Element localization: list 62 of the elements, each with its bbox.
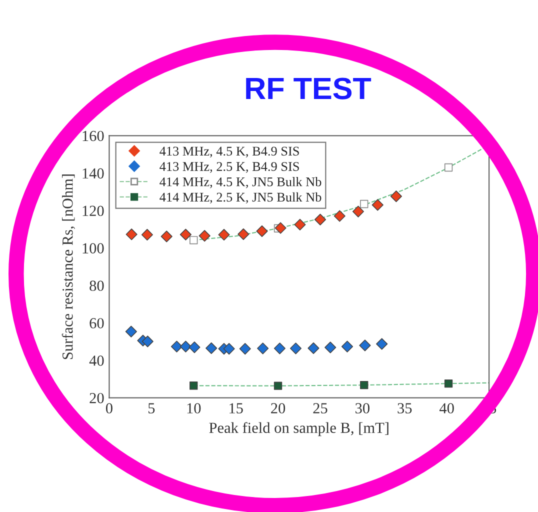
point <box>125 326 137 338</box>
point <box>341 340 354 352</box>
point <box>256 225 268 237</box>
point <box>170 340 183 352</box>
y-tick-label: 100 <box>82 243 104 254</box>
x-tick-label: 25 <box>313 403 328 414</box>
x-tick-label: 0 <box>106 403 112 414</box>
legend-label: 414 MHz, 2.5 K, JN5 Bulk Nb <box>160 192 322 204</box>
point <box>294 218 306 230</box>
point <box>238 228 250 240</box>
point <box>160 230 172 242</box>
point <box>376 338 388 350</box>
point <box>198 230 210 242</box>
point <box>218 228 230 241</box>
point <box>190 236 198 244</box>
y-tick-label: 140 <box>82 168 104 179</box>
point <box>308 342 320 354</box>
point <box>372 199 384 211</box>
y-tick-label: 20 <box>90 392 104 404</box>
point <box>274 382 282 390</box>
legend-label: 413 MHz, 2.5 K, B4.9 SIS <box>160 162 299 173</box>
y-tick-label: 120 <box>82 206 104 216</box>
point <box>360 380 368 390</box>
point <box>324 342 336 354</box>
point <box>352 206 364 218</box>
x-tick-label: 20 <box>271 403 286 414</box>
point <box>359 340 371 352</box>
legend-label: 413 MHz, 4.5 K, B4.9 SIS <box>160 146 299 158</box>
point <box>274 222 286 234</box>
point <box>257 342 269 354</box>
point <box>188 341 200 354</box>
x-tick-label: 10 <box>187 403 201 414</box>
x-tick-label: 5 <box>148 403 155 414</box>
point <box>141 228 153 241</box>
y-tick-label: 60 <box>90 318 104 328</box>
x-tick-label: 35 <box>398 403 412 414</box>
point <box>274 342 286 354</box>
y-tick-label: 40 <box>89 356 104 366</box>
x-tick-label: 15 <box>230 403 243 414</box>
x-axis-title: Peak field on sample B, [mT] <box>209 422 388 436</box>
point <box>223 342 235 355</box>
point <box>444 380 453 388</box>
point <box>290 342 302 354</box>
x-tick-label: 40 <box>440 403 454 414</box>
point <box>334 210 346 222</box>
point <box>239 342 251 355</box>
point <box>180 340 192 352</box>
point <box>190 382 198 390</box>
legend-label: 414 MHz, 4.5 K, JN5 Bulk Nb <box>160 177 322 188</box>
point <box>314 214 326 226</box>
y-axis-title: Surface resistance Rs, [nOhm] <box>62 174 75 360</box>
point <box>142 336 154 348</box>
chart-title: RF TEST <box>246 78 372 100</box>
point <box>126 228 138 240</box>
point <box>206 342 218 354</box>
point <box>180 228 192 240</box>
point <box>390 190 402 202</box>
point <box>444 163 453 172</box>
y-tick-label: 80 <box>90 280 104 291</box>
y-tick-label: 160 <box>82 130 104 142</box>
point <box>360 200 368 208</box>
x-tick-label: 30 <box>356 403 370 414</box>
